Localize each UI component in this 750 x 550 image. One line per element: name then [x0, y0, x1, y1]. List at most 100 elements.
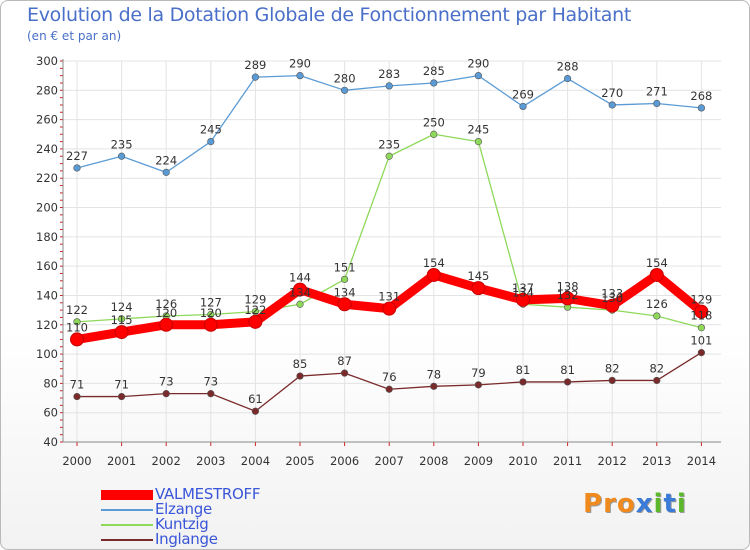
data-label-inglange: 78 [426, 367, 441, 381]
data-point-inglange [251, 407, 259, 415]
data-point-valmestroff [114, 325, 129, 340]
data-point-valmestroff [426, 267, 441, 282]
data-point-kuntzig [653, 312, 661, 320]
legend-label: VALMESTROFF [155, 485, 261, 503]
legend-label: Inglange [155, 530, 218, 548]
data-point-elzange [296, 72, 304, 80]
data-label-kuntzig: 126 [646, 297, 668, 311]
y-tick-label: 40 [43, 435, 58, 449]
logo-letter: P [583, 489, 604, 519]
data-label-inglange: 73 [203, 375, 218, 389]
x-tick-label: 2001 [107, 454, 136, 468]
data-point-inglange [207, 390, 215, 398]
data-point-valmestroff [560, 291, 575, 306]
data-label-inglange: 73 [159, 375, 174, 389]
data-point-kuntzig [697, 324, 706, 332]
data-label-kuntzig: 118 [690, 309, 712, 323]
x-tick-label: 2006 [330, 454, 359, 468]
chart-title: Evolution de la Dotation Globale de Fonc… [27, 4, 632, 26]
data-point-elzange [474, 72, 483, 80]
data-label-elzange: 280 [334, 71, 356, 85]
data-label-kuntzig: 245 [467, 123, 489, 137]
y-tick-label: 260 [36, 113, 58, 127]
data-label-inglange: 82 [649, 361, 664, 375]
data-label-kuntzig: 250 [423, 115, 445, 129]
y-tick-label: 180 [36, 230, 58, 244]
data-label-inglange: 85 [293, 357, 308, 371]
x-tick-label: 2000 [62, 454, 91, 468]
data-point-inglange [162, 390, 170, 398]
data-label-kuntzig: 134 [512, 285, 534, 299]
data-point-elzange [207, 137, 215, 146]
data-label-elzange: 290 [289, 57, 311, 71]
data-point-valmestroff [649, 267, 664, 282]
x-tick-label: 2014 [687, 454, 716, 468]
data-label-kuntzig: 235 [378, 137, 400, 151]
x-tick-label: 2003 [196, 454, 225, 468]
data-point-inglange [653, 376, 661, 385]
data-point-inglange [608, 376, 616, 385]
data-point-inglange [117, 392, 126, 401]
data-label-elzange: 271 [646, 84, 668, 98]
data-point-inglange [296, 372, 304, 380]
data-label-kuntzig: 122 [66, 303, 88, 317]
data-label-valmestroff: 144 [289, 271, 311, 285]
data-label-inglange: 79 [471, 366, 486, 380]
y-tick-label: 100 [36, 347, 58, 361]
y-tick-label: 160 [36, 259, 58, 273]
data-point-elzange [519, 102, 527, 111]
data-label-valmestroff: 122 [244, 303, 266, 317]
y-tick-label: 220 [36, 171, 58, 185]
data-label-inglange: 71 [70, 378, 85, 392]
data-point-kuntzig [430, 130, 438, 138]
data-label-kuntzig: 127 [200, 296, 222, 310]
x-tick-label: 2013 [642, 454, 671, 468]
data-label-elzange: 289 [244, 58, 266, 72]
data-point-elzange [73, 164, 81, 172]
data-label-elzange: 288 [557, 60, 579, 74]
data-point-elzange [608, 101, 616, 109]
x-tick-label: 2009 [464, 454, 493, 468]
legend-swatch [101, 490, 153, 500]
data-label-valmestroff: 154 [646, 256, 668, 270]
y-tick-label: 60 [43, 406, 58, 420]
proxiti-logo: Proxiti [583, 489, 687, 519]
data-label-valmestroff: 154 [423, 256, 445, 270]
data-label-kuntzig: 130 [601, 291, 623, 305]
data-label-elzange: 270 [601, 86, 623, 100]
data-point-elzange [162, 168, 170, 176]
x-tick-label: 2005 [285, 454, 314, 468]
data-point-valmestroff [694, 304, 709, 319]
data-label-inglange: 61 [248, 392, 263, 406]
data-label-valmestroff: 137 [512, 281, 534, 295]
y-tick-label: 240 [36, 142, 58, 156]
x-tick-label: 2008 [419, 454, 448, 468]
x-tick-label: 2007 [375, 454, 404, 468]
data-point-elzange [385, 82, 393, 90]
data-label-kuntzig: 124 [111, 300, 133, 314]
logo-letter: r [603, 489, 617, 519]
data-label-elzange: 235 [111, 137, 133, 151]
data-label-kuntzig: 132 [557, 288, 579, 302]
legend-swatch [101, 524, 153, 526]
legend-label: Elzange [155, 500, 212, 518]
y-tick-label: 120 [36, 318, 58, 332]
data-label-valmestroff: 133 [601, 287, 623, 301]
legend-swatch [101, 509, 153, 511]
data-label-valmestroff: 110 [66, 320, 88, 334]
data-label-valmestroff: 134 [334, 285, 356, 299]
x-tick-label: 2012 [598, 454, 627, 468]
x-tick-label: 2010 [508, 454, 537, 468]
data-label-valmestroff: 131 [378, 290, 400, 304]
data-point-valmestroff [605, 298, 620, 313]
data-label-inglange: 101 [690, 334, 712, 348]
data-point-kuntzig [117, 315, 126, 323]
y-tick-label: 280 [36, 83, 58, 97]
logo-letter: i [653, 489, 664, 519]
logo-letter: i [676, 489, 687, 519]
legend-swatch [101, 539, 153, 541]
data-label-elzange: 285 [423, 64, 445, 78]
data-point-elzange [251, 73, 259, 81]
data-point-inglange [341, 369, 349, 377]
